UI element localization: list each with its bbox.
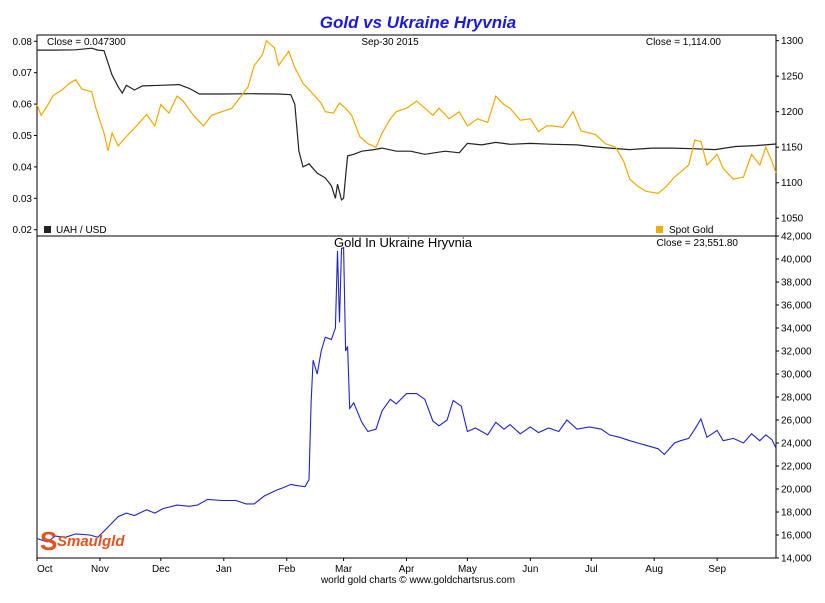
y-right-tick-label: 1200 [781, 107, 804, 118]
panel-title: Gold In Ukraine Hryvnia [334, 235, 473, 250]
uah-close-label: Close = 0.047300 [47, 37, 126, 48]
y-right-tick-label: 38,000 [781, 278, 812, 289]
chart-title: Gold vs Ukraine Hryvnia [320, 13, 517, 32]
logo-text: Smaulgld [57, 533, 125, 550]
y-left-tick-label: 0.02 [13, 225, 33, 236]
x-tick-label: Oct [37, 564, 53, 575]
y-right-tick-label: 22,000 [781, 462, 812, 473]
x-tick-label: Feb [278, 564, 296, 575]
gold-close-label: Close = 1,114.00 [646, 37, 722, 48]
y-left-tick-label: 0.05 [13, 131, 33, 142]
y-right-tick-label: 24,000 [781, 439, 812, 450]
x-tick-label: Jul [585, 564, 598, 575]
bottom-panel: Gold In Ukraine Hryvnia Close = 23,551.8… [36, 232, 812, 565]
x-tick-label: Apr [399, 564, 415, 575]
y-left-tick-label: 0.04 [13, 162, 33, 173]
y-right-tick-label: 18,000 [781, 508, 812, 519]
x-tick-label: Sep [708, 564, 726, 575]
legend-gold-label: Spot Gold [669, 225, 713, 236]
y-left-tick-label: 0.07 [13, 68, 33, 79]
y-right-tick-label: 1300 [781, 36, 804, 47]
y-right-tick-label: 20,000 [781, 485, 812, 496]
x-tick-label: Mar [335, 564, 353, 575]
logo-initial: S [40, 526, 57, 556]
y-right-tick-label: 36,000 [781, 301, 812, 312]
x-tick-label: Jan [216, 564, 232, 575]
y-right-tick-label: 30,000 [781, 370, 812, 381]
gold-uah-close-label: Close = 23,551.80 [657, 238, 739, 249]
smaulgld-logo: S Smaulgld [40, 526, 125, 556]
y-right-tick-label: 28,000 [781, 393, 812, 404]
top-panel-frame [36, 34, 777, 237]
y-right-tick-label: 1100 [781, 178, 803, 189]
legend: UAH / USD Spot Gold [44, 225, 713, 236]
legend-gold-swatch [656, 226, 663, 233]
y-left-tick-label: 0.08 [13, 37, 33, 48]
y-right-tick-label: 1250 [781, 72, 804, 83]
x-tick-label: Aug [645, 564, 663, 575]
y-left-tick-label: 0.03 [13, 194, 33, 205]
x-tick-label: Dec [152, 564, 170, 575]
x-tick-label: Jun [522, 564, 538, 575]
date-label: Sep-30 2015 [361, 37, 419, 48]
legend-uah-swatch [44, 226, 51, 233]
y-right-tick-label: 34,000 [781, 324, 812, 335]
y-right-tick-label: 26,000 [781, 416, 812, 427]
x-tick-label: Nov [91, 564, 109, 575]
y-right-tick-label: 42,000 [781, 232, 812, 243]
footer-credit: world gold charts © www.goldchartsrus.co… [320, 575, 515, 586]
y-right-tick-label: 1150 [781, 143, 803, 154]
y-right-tick-label: 16,000 [781, 531, 812, 542]
y-left-tick-label: 0.06 [13, 100, 33, 111]
series-uah-usd-line [37, 47, 777, 201]
y-right-tick-label: 1050 [781, 214, 804, 225]
y-right-tick-label: 40,000 [781, 255, 812, 266]
series-spot-gold-line [36, 39, 777, 195]
top-panel: Close = 0.047300 Sep-30 2015 Close = 1,1… [13, 34, 804, 237]
legend-uah-label: UAH / USD [56, 225, 107, 236]
y-right-tick-label: 32,000 [781, 347, 812, 358]
x-tick-label: May [458, 564, 477, 575]
series-gold-in-uah-line [36, 246, 777, 543]
y-right-tick-label: 14,000 [781, 554, 812, 565]
